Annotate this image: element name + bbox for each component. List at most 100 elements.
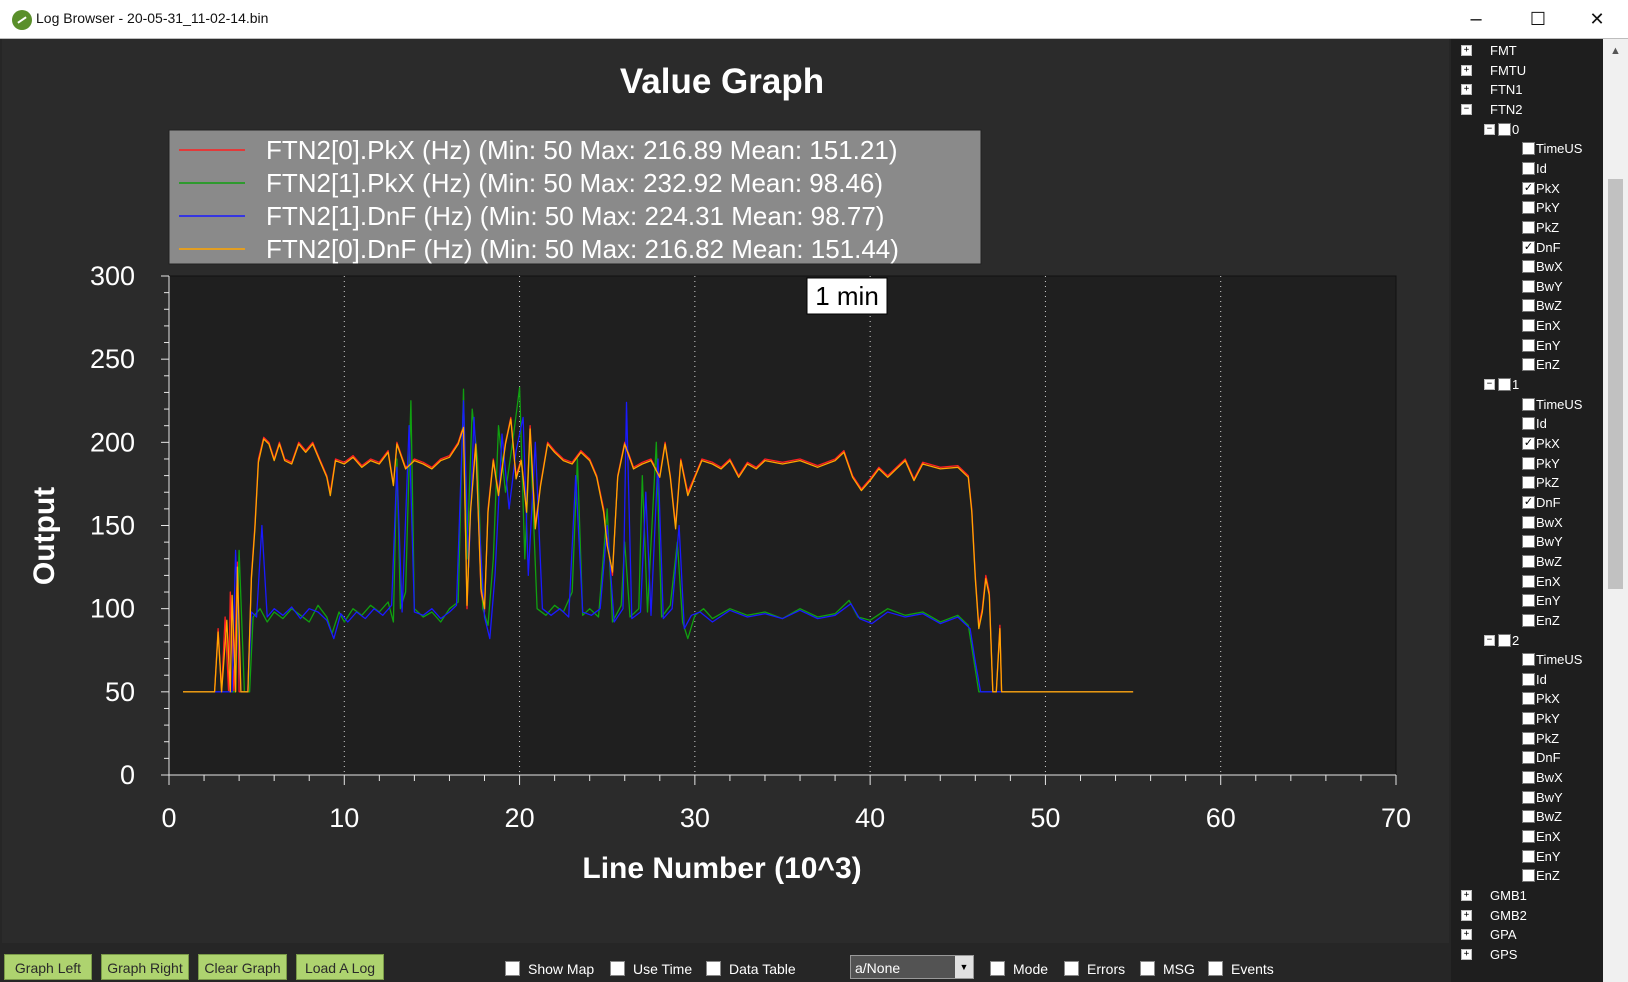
- tree-item[interactable]: ✓ PkX: [1451, 179, 1601, 198]
- tree-item[interactable]: BwY: [1451, 532, 1601, 551]
- tree-checkbox[interactable]: [1522, 751, 1535, 765]
- events-checkbox[interactable]: Events: [1208, 961, 1274, 977]
- tree-item[interactable]: EnX: [1451, 572, 1601, 591]
- tree-checkbox[interactable]: [1522, 220, 1535, 234]
- tree-checkbox[interactable]: [1522, 201, 1535, 215]
- tree-item[interactable]: + FTN1: [1451, 80, 1601, 99]
- minimize-button[interactable]: –: [1470, 8, 1482, 30]
- tree-scrollbar[interactable]: ▲: [1603, 39, 1628, 982]
- tree-checkbox[interactable]: [1522, 161, 1535, 175]
- tree-checkbox[interactable]: [1522, 672, 1535, 686]
- tree-checkbox[interactable]: [1522, 849, 1535, 863]
- tree-checkbox[interactable]: [1522, 731, 1535, 745]
- tree-item[interactable]: EnZ: [1451, 355, 1601, 374]
- expand-icon[interactable]: +: [1461, 64, 1472, 76]
- tree-item[interactable]: BwX: [1451, 768, 1601, 787]
- tree-checkbox[interactable]: [1522, 397, 1535, 411]
- tree-checkbox[interactable]: [1522, 771, 1535, 784]
- tree-checkbox[interactable]: [1522, 319, 1535, 333]
- mode-select[interactable]: a/None ▼: [850, 955, 974, 979]
- tree-item[interactable]: Id: [1451, 159, 1601, 178]
- show-map-checkbox[interactable]: Show Map: [505, 961, 594, 977]
- tree-checkbox[interactable]: ✓: [1522, 240, 1535, 254]
- collapse-icon[interactable]: −: [1461, 103, 1472, 115]
- tree-item[interactable]: EnX: [1451, 316, 1601, 335]
- graph-panel[interactable]: 0 50 100 150 200 250 300 0 10 20 30 40 50 60 70 Value G…: [2, 39, 1449, 943]
- tree-checkbox[interactable]: [1498, 378, 1511, 391]
- expand-icon[interactable]: +: [1461, 889, 1472, 901]
- tree-checkbox[interactable]: [1522, 417, 1535, 431]
- tree-item[interactable]: BwX: [1451, 513, 1601, 532]
- expand-icon[interactable]: +: [1461, 84, 1472, 96]
- collapse-icon[interactable]: −: [1484, 123, 1495, 135]
- tree-item[interactable]: ✓ DnF: [1451, 493, 1601, 512]
- tree-checkbox[interactable]: [1522, 142, 1535, 156]
- tree-item[interactable]: TimeUS: [1451, 650, 1601, 669]
- tree-item[interactable]: −1: [1451, 375, 1601, 394]
- data-table-checkbox[interactable]: Data Table: [706, 961, 796, 977]
- tree-item[interactable]: EnY: [1451, 336, 1601, 355]
- tree-checkbox[interactable]: [1522, 653, 1535, 667]
- message-tree[interactable]: + FMT + FMTU + FTN1− FTN2−0 TimeUS Id ✓ PkX PkY PkZ ✓…: [1451, 39, 1603, 982]
- tree-item[interactable]: BwZ: [1451, 807, 1601, 826]
- tree-item[interactable]: EnZ: [1451, 866, 1601, 885]
- tree-item[interactable]: BwY: [1451, 788, 1601, 807]
- tree-item[interactable]: BwX: [1451, 257, 1601, 276]
- tree-checkbox[interactable]: [1522, 613, 1535, 627]
- tree-item[interactable]: ✓ DnF: [1451, 238, 1601, 257]
- tree-checkbox[interactable]: [1498, 122, 1511, 136]
- load-log-button[interactable]: Load A Log: [296, 954, 384, 980]
- tree-checkbox[interactable]: [1522, 790, 1535, 804]
- collapse-icon[interactable]: −: [1484, 379, 1495, 390]
- expand-icon[interactable]: +: [1461, 929, 1472, 941]
- tree-item[interactable]: −0: [1451, 120, 1601, 139]
- expand-icon[interactable]: +: [1461, 45, 1472, 56]
- maximize-button[interactable]: ☐: [1529, 9, 1547, 29]
- msg-checkbox[interactable]: MSG: [1140, 961, 1195, 977]
- tree-checkbox[interactable]: ✓: [1522, 495, 1535, 509]
- clear-graph-button[interactable]: Clear Graph: [198, 954, 287, 980]
- tree-item[interactable]: BwY: [1451, 277, 1601, 296]
- tree-checkbox[interactable]: [1522, 456, 1535, 470]
- tree-item[interactable]: + GMB1: [1451, 886, 1601, 905]
- tree-checkbox[interactable]: [1522, 299, 1535, 313]
- tree-item[interactable]: EnY: [1451, 847, 1601, 866]
- tree-item[interactable]: + GPA: [1451, 925, 1601, 944]
- tree-checkbox[interactable]: [1522, 594, 1535, 608]
- tree-checkbox[interactable]: ✓: [1522, 437, 1535, 450]
- tree-checkbox[interactable]: [1522, 358, 1535, 372]
- tree-item[interactable]: PkY: [1451, 709, 1601, 728]
- tree-item[interactable]: + GMB2: [1451, 906, 1601, 925]
- tree-item[interactable]: −2: [1451, 631, 1601, 650]
- tree-checkbox[interactable]: [1522, 574, 1535, 588]
- tree-item[interactable]: EnY: [1451, 591, 1601, 610]
- tree-checkbox[interactable]: [1498, 633, 1511, 647]
- collapse-icon[interactable]: −: [1484, 634, 1495, 646]
- tree-checkbox[interactable]: [1522, 279, 1535, 293]
- tree-checkbox[interactable]: [1522, 260, 1535, 274]
- close-button[interactable]: ✕: [1589, 9, 1605, 29]
- mode-checkbox[interactable]: Mode: [990, 961, 1048, 977]
- tree-item[interactable]: EnX: [1451, 827, 1601, 846]
- tree-item[interactable]: ✓ PkX: [1451, 434, 1601, 453]
- tree-item[interactable]: BwZ: [1451, 296, 1601, 315]
- tree-item[interactable]: TimeUS: [1451, 395, 1601, 414]
- value-graph-chart[interactable]: 0 50 100 150 200 250 300 0 10 20 30 40 50 60 70 Value G…: [2, 39, 1449, 943]
- scroll-thumb[interactable]: [1608, 179, 1623, 589]
- expand-icon[interactable]: +: [1461, 948, 1472, 960]
- tree-item[interactable]: PkY: [1451, 198, 1601, 217]
- tree-item[interactable]: PkX: [1451, 689, 1601, 708]
- expand-icon[interactable]: +: [1461, 909, 1472, 921]
- tree-checkbox[interactable]: [1522, 810, 1535, 824]
- tree-item[interactable]: − FTN2: [1451, 100, 1601, 119]
- tree-item[interactable]: PkZ: [1451, 729, 1601, 748]
- use-time-checkbox[interactable]: Use Time: [610, 961, 692, 977]
- tree-checkbox[interactable]: [1522, 338, 1535, 352]
- tree-item[interactable]: PkZ: [1451, 473, 1601, 492]
- tree-checkbox[interactable]: [1522, 554, 1535, 568]
- tree-checkbox[interactable]: [1522, 869, 1535, 883]
- tree-item[interactable]: EnZ: [1451, 611, 1601, 630]
- tree-checkbox[interactable]: [1522, 692, 1535, 706]
- tree-checkbox[interactable]: [1522, 712, 1535, 726]
- tree-item[interactable]: Id: [1451, 414, 1601, 433]
